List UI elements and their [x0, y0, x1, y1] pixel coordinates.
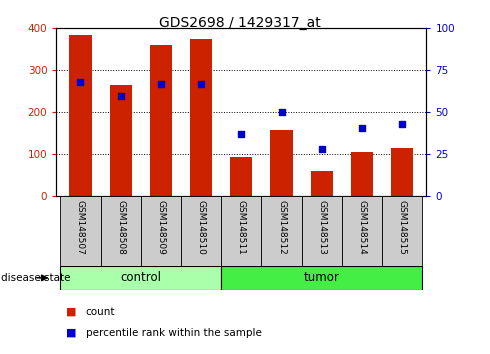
Text: tumor: tumor — [304, 272, 340, 284]
Text: GSM148509: GSM148509 — [156, 200, 166, 255]
Text: ■: ■ — [66, 307, 76, 316]
Text: GSM148511: GSM148511 — [237, 200, 246, 255]
Point — [318, 147, 326, 152]
FancyBboxPatch shape — [60, 266, 221, 290]
FancyBboxPatch shape — [382, 196, 422, 266]
FancyBboxPatch shape — [262, 196, 302, 266]
Bar — [230, 156, 252, 196]
FancyBboxPatch shape — [302, 196, 342, 266]
Bar — [270, 130, 293, 196]
Point — [76, 79, 84, 85]
Text: GSM148515: GSM148515 — [398, 200, 407, 255]
Bar — [391, 148, 413, 196]
Point — [398, 121, 406, 127]
FancyBboxPatch shape — [181, 196, 221, 266]
Point — [157, 81, 165, 87]
FancyBboxPatch shape — [60, 196, 100, 266]
Text: ■: ■ — [66, 328, 76, 338]
Text: GSM148507: GSM148507 — [76, 200, 85, 255]
Text: disease state: disease state — [1, 273, 71, 283]
Bar — [150, 45, 172, 196]
Text: percentile rank within the sample: percentile rank within the sample — [86, 328, 262, 338]
FancyBboxPatch shape — [100, 196, 141, 266]
Bar — [190, 39, 212, 196]
Bar — [311, 171, 333, 196]
FancyBboxPatch shape — [141, 196, 181, 266]
FancyBboxPatch shape — [221, 266, 422, 290]
Bar — [110, 85, 132, 196]
Text: GSM148514: GSM148514 — [358, 200, 367, 255]
FancyBboxPatch shape — [221, 196, 262, 266]
Text: GSM148513: GSM148513 — [317, 200, 326, 255]
Text: control: control — [121, 272, 161, 284]
Point — [238, 131, 245, 137]
Text: GDS2698 / 1429317_at: GDS2698 / 1429317_at — [159, 16, 321, 30]
Bar — [351, 152, 373, 196]
Point — [117, 93, 124, 98]
FancyBboxPatch shape — [342, 196, 382, 266]
Point — [358, 125, 366, 130]
Text: GSM148508: GSM148508 — [116, 200, 125, 255]
Text: count: count — [86, 307, 115, 316]
Text: GSM148512: GSM148512 — [277, 200, 286, 255]
Bar — [70, 35, 92, 196]
Text: GSM148510: GSM148510 — [196, 200, 206, 255]
Point — [278, 110, 286, 115]
Point — [197, 81, 205, 87]
